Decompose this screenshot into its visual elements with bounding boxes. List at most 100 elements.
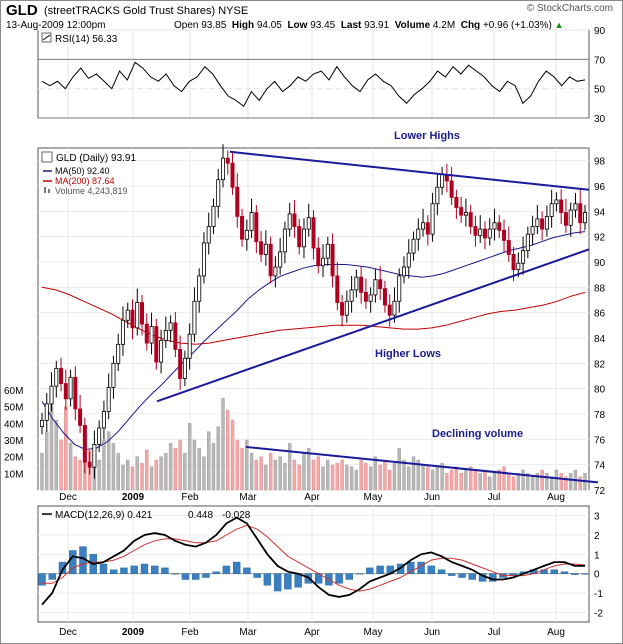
low-label: Low	[287, 20, 308, 31]
candle-body	[211, 205, 216, 227]
candle-body	[463, 212, 468, 216]
stockcharts-logo: © StockCharts.com	[526, 3, 613, 14]
volume-bar	[145, 449, 149, 491]
volume-bar	[569, 473, 573, 491]
volume-bar	[378, 464, 382, 491]
volume-bar	[154, 459, 159, 491]
volume-bar	[440, 463, 444, 491]
candle-body	[368, 294, 373, 302]
candle-body	[268, 243, 273, 277]
candle-body	[106, 386, 111, 412]
candle-body	[263, 243, 268, 255]
macd-histogram-bar	[253, 573, 261, 578]
macd-histogram-bar	[191, 573, 200, 580]
macd-x-label: Dec	[59, 627, 77, 638]
last-label: Last	[340, 20, 362, 31]
macd-histogram-bar	[58, 561, 67, 574]
candle-body	[573, 203, 578, 211]
price-x-label: Apr	[304, 492, 320, 503]
macd-histogram-bar	[202, 573, 210, 578]
candle-body	[425, 222, 430, 235]
volume-bar	[526, 473, 530, 491]
candle-body	[306, 217, 311, 230]
volume-bar	[254, 459, 259, 491]
candle-body	[154, 326, 159, 363]
price-x-label: Jul	[488, 492, 501, 503]
macd-histogram-bar	[458, 573, 466, 578]
candle-body	[297, 226, 302, 248]
volume-bar	[59, 439, 63, 491]
volume-bar	[564, 476, 568, 491]
candle-body	[544, 215, 549, 230]
volume-tick-label: 10M	[4, 469, 23, 480]
volume-bar	[126, 459, 130, 491]
volume-bar	[183, 453, 187, 491]
candle-body	[392, 300, 397, 316]
volume-bar	[302, 453, 306, 491]
macd-x-label: Feb	[181, 627, 199, 638]
candle-body	[397, 275, 402, 302]
macd-histogram-bar	[38, 573, 46, 586]
candle-body	[68, 376, 73, 400]
volume-bar	[116, 453, 120, 491]
volume-bar	[430, 469, 435, 491]
candle-body	[44, 403, 49, 421]
macd-histogram-bar	[150, 565, 159, 574]
volume-bar	[283, 463, 287, 491]
candle-body	[416, 228, 421, 240]
security-name: (streetTRACKS Gold Trust Shares) NYSE	[44, 5, 249, 17]
candle-body	[359, 276, 364, 293]
volume-bar	[454, 466, 459, 491]
volume-bar	[330, 464, 335, 491]
candle-body	[301, 228, 306, 248]
candle-body	[135, 302, 140, 329]
volume-legend: Volume 4,243,819	[55, 186, 128, 196]
volume-bar	[321, 466, 325, 491]
macd-histogram-bar	[345, 573, 354, 580]
ma50-line	[41, 231, 586, 451]
volume-bar	[459, 473, 463, 491]
volume-bar	[511, 476, 516, 491]
volume-bar	[468, 466, 473, 491]
macd-histogram-bar	[355, 573, 364, 575]
high-value: 94.05	[256, 20, 282, 31]
volume-bar	[488, 476, 492, 491]
candle-body	[116, 343, 121, 364]
volume-bar	[368, 466, 373, 491]
declining-volume-trendline	[245, 445, 599, 484]
candle-body	[92, 443, 97, 468]
candle-body	[163, 329, 168, 341]
candle-body	[292, 213, 297, 227]
rsi-legend-icon	[42, 34, 51, 41]
price-tick-label: 76	[594, 435, 606, 446]
macd-histogram-bar	[407, 561, 415, 574]
candle-body	[568, 209, 573, 226]
candle-body	[506, 240, 511, 255]
price-x-label: May	[364, 492, 383, 503]
candle-body	[201, 242, 206, 277]
candle-body	[487, 228, 492, 239]
ticker-symbol: GLD	[6, 2, 38, 19]
lower-highs-trendline	[229, 150, 590, 191]
price-x-label: Dec	[59, 492, 77, 503]
volume-bar	[164, 453, 168, 491]
volume-bar	[121, 464, 125, 491]
annotation-lower-highs: Lower Highs	[394, 130, 460, 142]
price-tick-label: 72	[594, 486, 606, 497]
volume-bar	[278, 456, 282, 491]
volume-bar	[235, 439, 239, 491]
price-legend-icon	[41, 151, 53, 163]
candle-body	[535, 218, 540, 227]
chg-value: +0.96 (+1.03%)	[482, 20, 552, 31]
rsi-line	[41, 61, 586, 108]
volume-bar	[111, 443, 116, 491]
volume-bar	[54, 419, 58, 491]
candle-body	[259, 241, 264, 255]
candle-body	[478, 228, 483, 236]
volume-bar	[345, 464, 349, 491]
volume-bar	[540, 469, 544, 491]
price-tick-label: 78	[594, 410, 606, 421]
price-tick-label: 74	[594, 461, 606, 472]
price-tick-label: 82	[594, 359, 606, 370]
